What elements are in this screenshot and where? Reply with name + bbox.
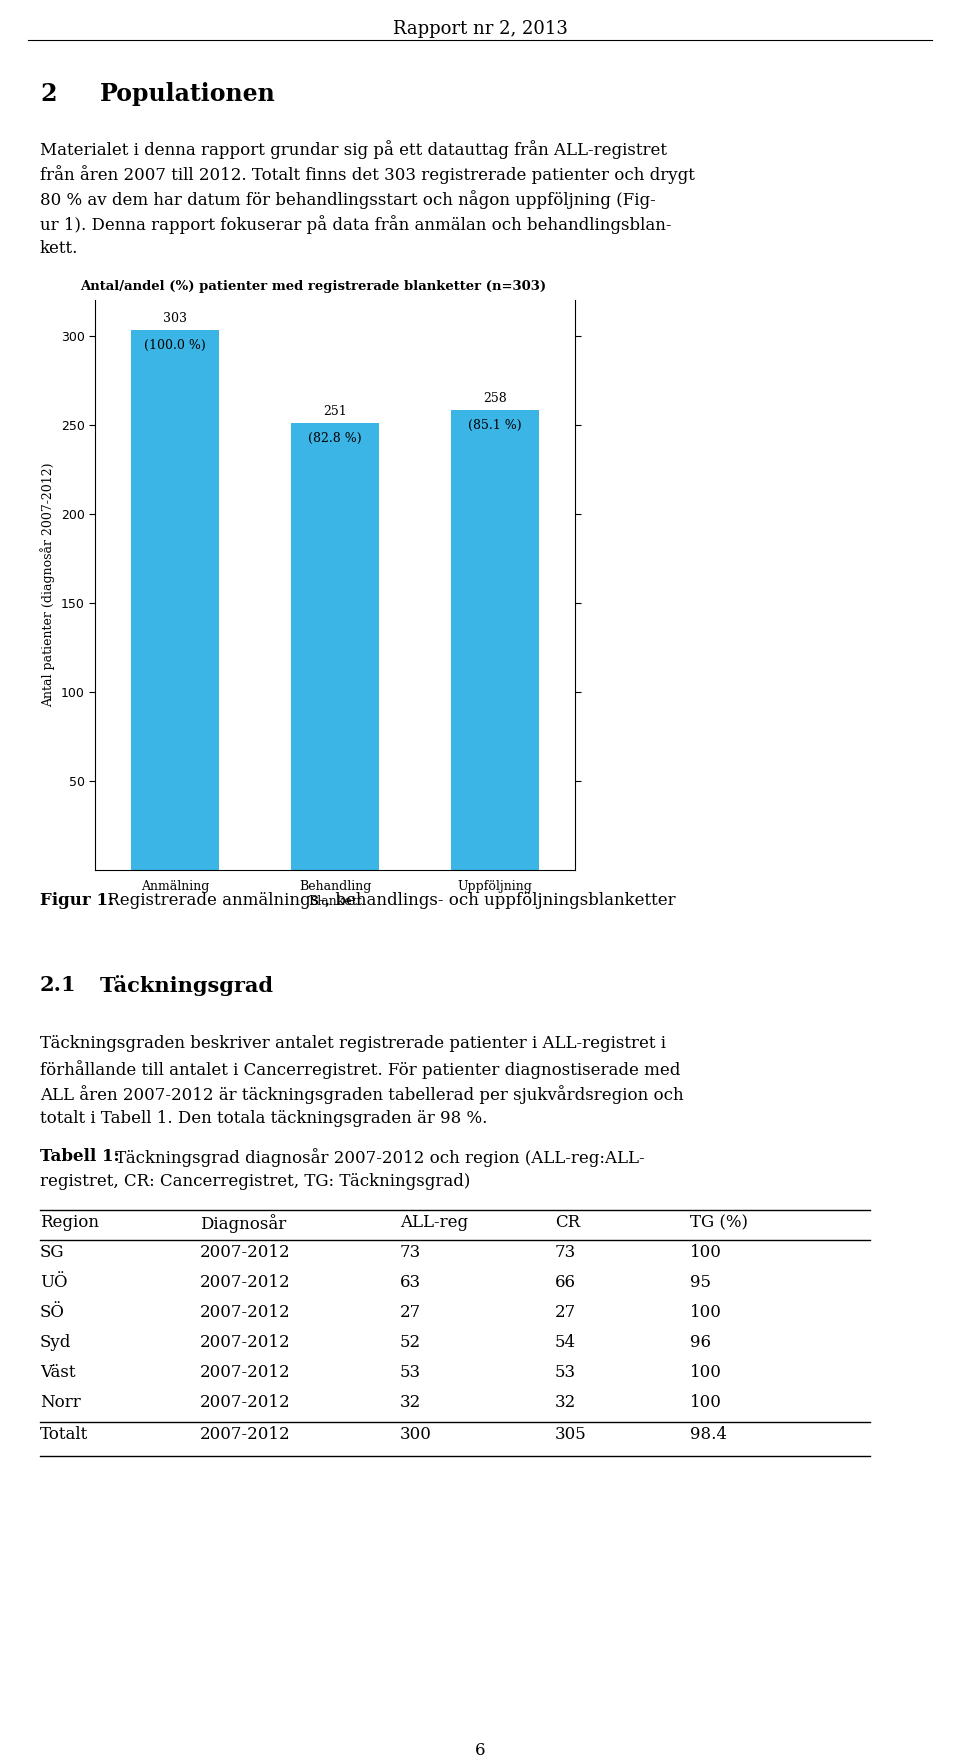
Text: 32: 32 <box>400 1394 421 1411</box>
Text: totalt i Tabell 1. Den totala täckningsgraden är 98 %.: totalt i Tabell 1. Den totala täckningsg… <box>40 1110 488 1128</box>
Text: 100: 100 <box>690 1304 722 1322</box>
Text: registret, CR: Cancerregistret, TG: Täckningsgrad): registret, CR: Cancerregistret, TG: Täck… <box>40 1173 470 1189</box>
Text: Diagnosår: Diagnosår <box>200 1214 286 1233</box>
Text: Antal/andel (%) patienter med registrerade blanketter (n=303): Antal/andel (%) patienter med registrera… <box>80 280 546 292</box>
Text: 258: 258 <box>483 393 507 405</box>
Text: från åren 2007 till 2012. Totalt finns det 303 registrerade patienter och drygt: från åren 2007 till 2012. Totalt finns d… <box>40 166 695 183</box>
Text: Registrerade anmälnings-, behandlings- och uppföljningsblanketter: Registrerade anmälnings-, behandlings- o… <box>102 892 676 909</box>
Text: 32: 32 <box>555 1394 576 1411</box>
Text: 2.1: 2.1 <box>40 974 77 996</box>
Text: 80 % av dem har datum för behandlingsstart och någon uppföljning (Fig-: 80 % av dem har datum för behandlingssta… <box>40 190 656 210</box>
Text: 2007-2012: 2007-2012 <box>200 1304 291 1322</box>
Text: 96: 96 <box>690 1334 711 1351</box>
Text: 27: 27 <box>555 1304 576 1322</box>
Text: (82.8 %): (82.8 %) <box>308 432 362 444</box>
Bar <box>291 423 379 870</box>
Text: Populationen: Populationen <box>100 83 276 106</box>
Text: CR: CR <box>555 1214 580 1232</box>
Text: Totalt: Totalt <box>40 1425 88 1443</box>
Text: Täckningsgraden beskriver antalet registrerade patienter i ALL-registret i: Täckningsgraden beskriver antalet regist… <box>40 1034 666 1052</box>
Text: 2007-2012: 2007-2012 <box>200 1244 291 1262</box>
Text: 2007-2012: 2007-2012 <box>200 1364 291 1381</box>
Text: ALL åren 2007-2012 är täckningsgraden tabellerad per sjukvårdsregion och: ALL åren 2007-2012 är täckningsgraden ta… <box>40 1085 684 1105</box>
Text: 54: 54 <box>555 1334 576 1351</box>
Text: 100: 100 <box>690 1394 722 1411</box>
Text: UÖ: UÖ <box>40 1274 67 1292</box>
Text: 73: 73 <box>555 1244 576 1262</box>
Text: 53: 53 <box>400 1364 421 1381</box>
Text: Täckningsgrad: Täckningsgrad <box>100 974 274 996</box>
Bar <box>451 411 539 870</box>
Text: 305: 305 <box>555 1425 587 1443</box>
Text: SÖ: SÖ <box>40 1304 65 1322</box>
Text: 53: 53 <box>555 1364 576 1381</box>
Text: ur 1). Denna rapport fokuserar på data från anmälan och behandlingsblan-: ur 1). Denna rapport fokuserar på data f… <box>40 215 671 234</box>
Text: 2007-2012: 2007-2012 <box>200 1425 291 1443</box>
Text: 6: 6 <box>475 1743 485 1758</box>
Text: Rapport nr 2, 2013: Rapport nr 2, 2013 <box>393 19 567 39</box>
Text: 300: 300 <box>400 1425 432 1443</box>
Text: Syd: Syd <box>40 1334 71 1351</box>
Text: Region: Region <box>40 1214 99 1232</box>
Text: SG: SG <box>40 1244 64 1262</box>
Text: 95: 95 <box>690 1274 711 1292</box>
Text: Figur 1:: Figur 1: <box>40 892 114 909</box>
Bar <box>131 329 219 870</box>
Text: kett.: kett. <box>40 240 79 257</box>
Text: 2007-2012: 2007-2012 <box>200 1334 291 1351</box>
Text: 27: 27 <box>400 1304 421 1322</box>
Y-axis label: Antal patienter (diagnosår 2007-2012): Antal patienter (diagnosår 2007-2012) <box>40 463 55 707</box>
Text: (100.0 %): (100.0 %) <box>144 340 205 352</box>
Text: 63: 63 <box>400 1274 421 1292</box>
Text: 52: 52 <box>400 1334 421 1351</box>
Text: Tabell 1:: Tabell 1: <box>40 1149 120 1165</box>
Text: 2007-2012: 2007-2012 <box>200 1394 291 1411</box>
Text: 66: 66 <box>555 1274 576 1292</box>
Text: 251: 251 <box>324 405 347 418</box>
Text: TG (%): TG (%) <box>690 1214 748 1232</box>
Text: Täckningsgrad diagnosår 2007-2012 och region (ALL-reg:ALL-: Täckningsgrad diagnosår 2007-2012 och re… <box>110 1149 644 1166</box>
Text: 100: 100 <box>690 1244 722 1262</box>
Text: 2: 2 <box>40 83 57 106</box>
Text: 98.4: 98.4 <box>690 1425 727 1443</box>
Text: 303: 303 <box>163 312 187 324</box>
Text: Norr: Norr <box>40 1394 81 1411</box>
Text: 2007-2012: 2007-2012 <box>200 1274 291 1292</box>
Text: Materialet i denna rapport grundar sig på ett datauttag från ALL-registret: Materialet i denna rapport grundar sig p… <box>40 139 667 159</box>
Text: 73: 73 <box>400 1244 421 1262</box>
Text: Väst: Väst <box>40 1364 76 1381</box>
Text: (85.1 %): (85.1 %) <box>468 419 522 432</box>
Text: ALL-reg: ALL-reg <box>400 1214 468 1232</box>
Text: förhållande till antalet i Cancerregistret. För patienter diagnostiserade med: förhållande till antalet i Cancerregistr… <box>40 1061 681 1078</box>
Text: 100: 100 <box>690 1364 722 1381</box>
